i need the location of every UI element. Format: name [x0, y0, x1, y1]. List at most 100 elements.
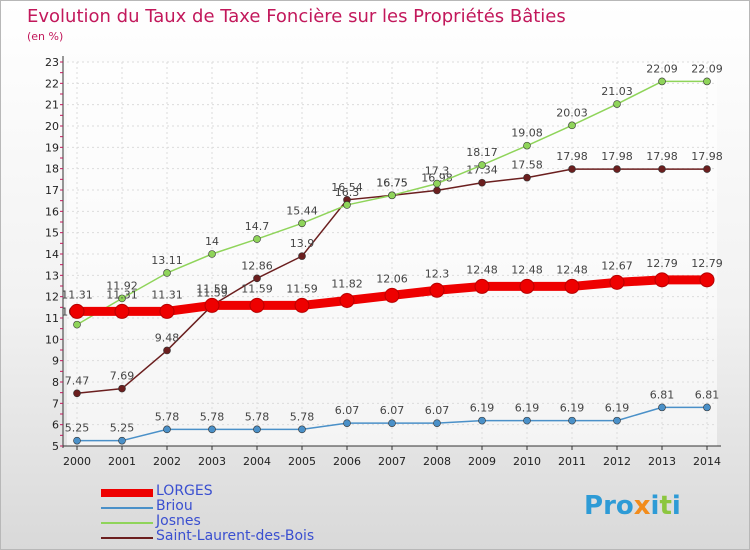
data-point — [658, 403, 666, 412]
data-point — [294, 297, 310, 313]
data-label: 20.03 — [556, 106, 588, 119]
data-label: 17.34 — [466, 164, 498, 177]
data-label: 5.25 — [110, 422, 135, 435]
data-point — [568, 416, 576, 425]
data-point — [73, 436, 81, 445]
data-label: 14.7 — [245, 220, 270, 233]
data-label: 6.81 — [695, 388, 720, 401]
y-tick-label: 10 — [45, 333, 59, 346]
data-point — [208, 250, 216, 258]
data-point — [204, 297, 220, 313]
data-label: 19.08 — [511, 127, 543, 140]
legend-swatch — [101, 537, 153, 539]
legend-label: Josnes — [156, 513, 201, 529]
data-label: 5.78 — [200, 410, 225, 423]
data-point — [703, 77, 711, 86]
y-tick-label: 8 — [52, 376, 59, 389]
data-label: 6.19 — [605, 402, 630, 415]
legend-label: Saint-Laurent-des-Bois — [156, 528, 315, 544]
data-label: 12.48 — [556, 263, 588, 276]
y-tick-label: 12 — [45, 291, 59, 304]
data-label: 11.31 — [151, 288, 183, 301]
data-point — [388, 191, 396, 200]
logo-letter: t — [659, 491, 672, 521]
data-label: 16.54 — [331, 181, 363, 194]
data-label: 6.07 — [425, 404, 450, 417]
x-tick-label: 2002 — [153, 455, 181, 468]
x-tick-label: 2007 — [378, 455, 406, 468]
data-label: 12.3 — [425, 267, 450, 280]
data-point — [208, 425, 216, 434]
data-point — [69, 303, 85, 319]
legend-swatch — [101, 489, 153, 497]
x-tick-label: 2006 — [333, 455, 361, 468]
data-point — [703, 165, 711, 173]
data-point — [654, 272, 670, 288]
data-point — [343, 419, 351, 427]
data-label: 12.79 — [646, 257, 678, 270]
data-point — [478, 178, 486, 187]
data-point — [613, 416, 621, 425]
data-label: 12.48 — [466, 263, 498, 276]
data-point — [339, 293, 355, 309]
y-tick-label: 20 — [45, 120, 59, 133]
data-label: 11.31 — [106, 288, 138, 301]
data-label: 16.75 — [376, 176, 408, 189]
x-tick-label: 2004 — [243, 455, 271, 468]
data-point — [478, 161, 486, 169]
data-point — [298, 252, 306, 260]
data-label: 9.48 — [155, 331, 180, 344]
data-label: 14 — [205, 235, 219, 248]
data-point — [433, 186, 441, 195]
data-point — [118, 436, 126, 445]
data-point — [253, 425, 261, 434]
data-point — [388, 419, 396, 427]
y-tick-label: 15 — [45, 227, 59, 240]
data-point — [343, 201, 351, 209]
data-point — [429, 282, 445, 298]
y-tick-label: 5 — [52, 440, 59, 453]
data-label: 11.82 — [331, 278, 363, 291]
logo-letter: x — [633, 491, 651, 521]
data-point — [478, 416, 486, 425]
data-label: 17.98 — [691, 150, 723, 163]
legend-swatch — [101, 522, 153, 524]
data-label: 22.09 — [691, 62, 723, 75]
data-point — [249, 297, 265, 313]
data-point — [613, 165, 621, 173]
data-label: 12.48 — [511, 263, 543, 276]
data-label: 16.98 — [421, 171, 453, 184]
x-tick-label: 2000 — [63, 455, 91, 468]
data-point — [163, 269, 171, 277]
data-point — [298, 219, 306, 228]
data-point — [519, 278, 535, 294]
data-point — [564, 278, 580, 294]
data-label: 17.98 — [601, 150, 633, 163]
logo-letter: r — [603, 491, 616, 521]
x-tick-label: 2014 — [693, 455, 721, 468]
data-label: 18.17 — [466, 146, 498, 159]
data-label: 6.81 — [650, 388, 675, 401]
data-label: 21.03 — [601, 85, 633, 98]
data-label: 12.67 — [601, 259, 633, 272]
data-label: 6.07 — [335, 404, 360, 417]
data-label: 6.07 — [380, 404, 405, 417]
chart-title: Evolution du Taux de Taxe Foncière sur l… — [27, 6, 566, 27]
x-tick-label: 2013 — [648, 455, 676, 468]
data-point — [703, 403, 711, 412]
y-tick-label: 22 — [45, 77, 59, 90]
data-point — [699, 272, 715, 288]
y-tick-label: 11 — [45, 312, 59, 325]
data-label: 5.78 — [245, 410, 270, 423]
data-label: 17.3 — [425, 165, 450, 178]
data-label: 15.44 — [286, 204, 318, 217]
x-tick-label: 2005 — [288, 455, 316, 468]
data-point — [163, 425, 171, 434]
series-lorges: 11.31 11.31 11.31 11.59 11.59 11.59 11.82 12.06… — [61, 257, 723, 319]
data-point — [384, 287, 400, 303]
x-tick-label: 2012 — [603, 455, 631, 468]
data-label: 12.86 — [241, 259, 273, 272]
y-tick-label: 16 — [45, 205, 59, 218]
